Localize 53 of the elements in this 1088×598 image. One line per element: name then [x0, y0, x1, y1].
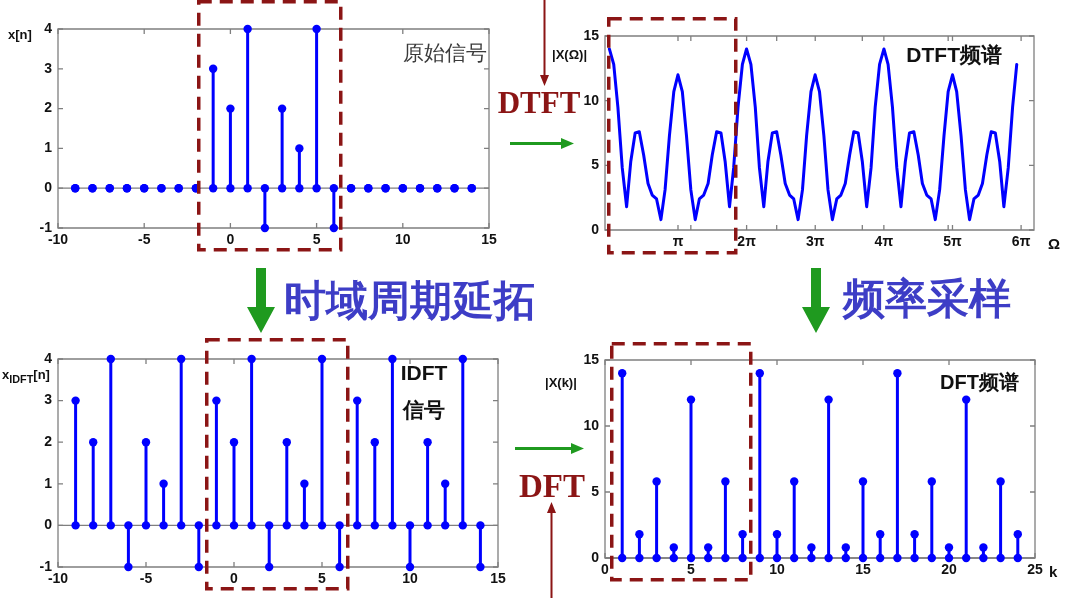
x-tick-label: 2π: [737, 233, 757, 250]
y-tick-label: 1: [44, 139, 53, 156]
y-tick-label: 10: [583, 91, 600, 108]
y-tick-label: 2: [44, 99, 53, 116]
x-tick-label: 4π: [874, 233, 894, 250]
x-tick-label: 5: [687, 561, 696, 578]
x-tick-label: 15: [481, 231, 497, 248]
x-tick-label: 3π: [805, 233, 825, 250]
x-tick-label: π: [672, 233, 684, 250]
x-tick-label: 25: [1027, 561, 1043, 578]
y-tick-label: 15: [583, 350, 600, 367]
x-axis-title: k: [1049, 563, 1058, 581]
x-tick-label: -5: [137, 231, 151, 248]
x-tick-label: 20: [941, 561, 957, 578]
text: DTFT: [497, 84, 581, 121]
x-tick-label: -5: [139, 570, 153, 587]
x-tick-label: 10: [395, 231, 411, 248]
chart-title: DTFT频谱: [906, 43, 1002, 67]
x-tick-label: 5π: [943, 233, 963, 250]
text: DFT频谱: [940, 371, 1019, 393]
y-tick-label: 1: [44, 474, 53, 491]
x-tick-label: 10: [769, 561, 785, 578]
x-tick-label: 15: [490, 570, 506, 587]
y-tick-label: 5: [591, 482, 600, 499]
text: 频率采样: [843, 274, 1011, 323]
y-tick-label: 4: [44, 19, 53, 36]
y-tick-label: 0: [591, 548, 600, 565]
text: 原始信号: [403, 41, 487, 65]
y-tick-label: 4: [44, 349, 53, 366]
y-axis-title: x$_{IDFT}$[n]: [2, 367, 50, 386]
text: 时域周期延拓: [284, 276, 536, 325]
y-tick-label: 15: [583, 26, 600, 43]
y-tick-label: 10: [583, 416, 600, 433]
y-tick-label: 5: [591, 156, 600, 173]
y-tick-label: 0: [44, 179, 53, 196]
y-tick-label: 2: [44, 433, 53, 450]
text: IDFT 信号: [399, 360, 449, 423]
x-tick-label: 15: [855, 561, 871, 578]
x-axis-title: Ω: [1048, 235, 1061, 253]
x-tick-label: 0: [226, 231, 235, 248]
text: DFT: [519, 467, 585, 505]
y-axis-title: |X(k)|: [545, 374, 577, 391]
x-tick-label: 0: [230, 570, 239, 587]
y-axis-title: |X(Ω)|: [552, 46, 588, 63]
y-tick-label: 0: [44, 516, 53, 533]
y-tick-label: 3: [44, 391, 53, 408]
y-tick-label: 0: [591, 220, 600, 237]
x-tick-label: 6π: [1011, 233, 1031, 250]
x-tick-label: 5: [312, 231, 321, 248]
y-axis-title: x[n]: [8, 26, 32, 43]
x-tick-label: 10: [402, 570, 418, 587]
x-tick-label: 5: [318, 570, 327, 587]
y-tick-label: 3: [44, 59, 53, 76]
